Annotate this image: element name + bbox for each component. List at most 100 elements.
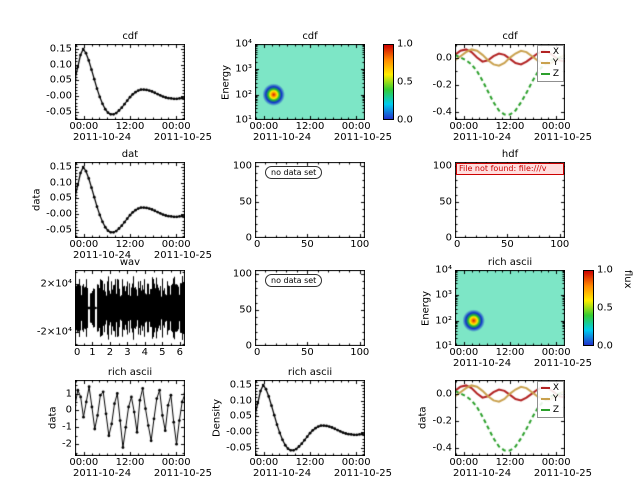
- plot-canvas: [75, 162, 185, 238]
- date-start: 2011-10-24: [453, 132, 512, 143]
- plot-area[interactable]: [255, 44, 365, 120]
- y-tick: 10²: [435, 315, 452, 327]
- y-tick: 0.10: [229, 395, 252, 407]
- plot-area[interactable]: [75, 44, 185, 120]
- y-tick: 10³: [435, 289, 452, 301]
- plot-canvas: [255, 44, 365, 120]
- date-end: 2011-10-25: [153, 250, 212, 261]
- legend-label: X: [552, 383, 559, 393]
- plot-title: hdf: [501, 149, 519, 160]
- y-axis-label: data: [47, 406, 59, 430]
- y-tick: -0.2: [432, 415, 452, 427]
- x-tick: 12:00: [495, 121, 525, 132]
- y-tick: 100: [232, 160, 252, 172]
- y-tick: 10¹: [435, 340, 452, 352]
- x-tick: 4: [141, 347, 149, 358]
- colorbar[interactable]: [583, 270, 594, 346]
- plot-title: cdf: [502, 31, 518, 42]
- y-tick: -0.00: [46, 90, 72, 102]
- plot-area[interactable]: [455, 270, 565, 346]
- x-tick: 100: [350, 239, 370, 250]
- y-tick: -0.00: [46, 208, 72, 220]
- y-tick: 0: [445, 232, 452, 244]
- y-axis-label: Density: [211, 398, 223, 438]
- y-tick: 100: [232, 268, 252, 280]
- plot-area[interactable]: [75, 380, 185, 456]
- date-end: 2011-10-25: [153, 468, 212, 479]
- x-tick: 00:00: [341, 121, 371, 132]
- plot-canvas: [75, 380, 185, 456]
- plot-canvas: [75, 44, 185, 120]
- y-tick: 0.15: [49, 161, 72, 173]
- x-tick: 5: [159, 347, 166, 358]
- plot-title: rich ascii: [487, 257, 533, 268]
- plot-area[interactable]: [75, 270, 185, 346]
- y-tick: -0.05: [46, 106, 72, 118]
- plot-title: rich ascii: [287, 367, 333, 378]
- y-tick: 0: [245, 340, 252, 352]
- y-tick: 0.05: [49, 192, 72, 204]
- date-start: 2011-10-24: [73, 132, 132, 143]
- plot-area[interactable]: File not found: file:///v: [455, 162, 565, 238]
- x-tick: 50: [301, 347, 314, 358]
- y-axis-label: data: [31, 188, 43, 212]
- colorbar-tick: 0.0: [397, 114, 413, 126]
- x-tick: 0: [454, 239, 461, 250]
- x-tick: 00:00: [69, 239, 99, 250]
- x-tick: 2: [106, 347, 114, 358]
- date-start: 2011-10-24: [253, 132, 312, 143]
- y-tick: -2: [62, 438, 72, 450]
- plot-cdf-timeseries: cdf 0.15 0.10 0.05 -0.00 -0.05 00:00 12:00 00:0…: [46, 31, 212, 143]
- x-tick: 00:00: [161, 239, 191, 250]
- plot-area[interactable]: [75, 162, 185, 238]
- no-data-message: no data set: [265, 166, 323, 179]
- y-tick: 10¹: [235, 114, 252, 126]
- plot-area[interactable]: [255, 380, 365, 456]
- x-date-labels: 2011-10-24 2011-10-25: [453, 468, 592, 480]
- y-tick: 50: [239, 196, 252, 208]
- legend-label: Z: [552, 405, 559, 415]
- y-tick: 10⁴: [435, 264, 452, 276]
- colorbar-tick-labels: 1.0 0.5 0.0: [597, 265, 623, 352]
- x-tick-labels: 00:00 12:00 00:00: [249, 456, 370, 468]
- colorbar-label: flux: [622, 270, 633, 289]
- x-date-labels: 2011-10-24 2011-10-25: [73, 250, 212, 262]
- legend-entry: X: [540, 47, 559, 58]
- plot-area[interactable]: no data set: [255, 270, 365, 346]
- x-tick: 1: [89, 347, 96, 358]
- x-tick-labels: 00:00 12:00 00:00: [69, 456, 190, 468]
- y-tick: 10³: [235, 63, 252, 75]
- plot-canvas: [75, 270, 185, 346]
- x-tick: 0: [254, 239, 261, 250]
- plot-title: dat: [121, 149, 139, 160]
- x-tick-labels: 0 50 100: [254, 238, 369, 250]
- plot-cdf-spectrogram: cdf Energy 10⁴ 10³ 10² 10¹ 00:00 12:00 00:00 20…: [221, 31, 413, 143]
- plot-wav-waveform: wav 2×10⁴ -2×10⁴ 0 1 2 3 4 5 6: [37, 257, 185, 358]
- plot-title: cdf: [302, 31, 318, 42]
- colorbar[interactable]: [383, 44, 394, 120]
- x-tick-labels: 00:00 12:00 00:00: [449, 120, 570, 132]
- legend-entry: Z: [540, 405, 559, 416]
- x-tick: 00:00: [449, 457, 479, 468]
- date-start: 2011-10-24: [73, 468, 132, 479]
- plot-richascii-spectrogram: rich ascii Energy 10⁴ 10³ 10² 10¹ 00:00 12:00…: [421, 257, 634, 369]
- x-tick: 12:00: [295, 457, 325, 468]
- y-axis-label: Energy: [420, 290, 432, 326]
- y-axis-label: Energy: [220, 64, 232, 100]
- y-tick: 10²: [235, 89, 252, 101]
- y-tick: 0.10: [49, 59, 72, 71]
- date-end: 2011-10-25: [533, 358, 592, 369]
- y-tick: 0.0: [436, 52, 452, 64]
- plot-area[interactable]: no data set: [255, 162, 365, 238]
- y-tick: -2×10⁴: [36, 326, 72, 338]
- x-date-labels: 2011-10-24 2011-10-25: [73, 468, 212, 480]
- plot-empty-bottom: no data set 0 50 100 0 50 100: [233, 268, 369, 358]
- plot-title: cdf: [122, 31, 138, 42]
- legend-swatch: [540, 61, 550, 64]
- y-tick: -0.00: [226, 426, 252, 438]
- plot-dat-timeseries: dat data 0.15 0.10 0.05 -0.00 -0.05 00:00 12:0…: [32, 149, 213, 261]
